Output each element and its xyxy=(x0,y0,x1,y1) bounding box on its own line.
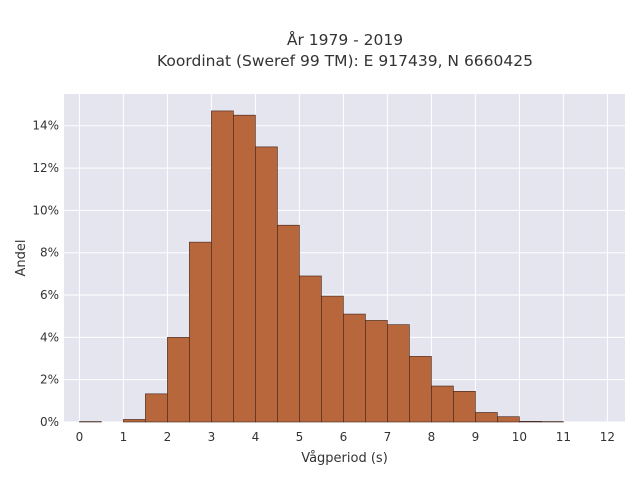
histogram-bar-6 xyxy=(211,110,234,423)
histogram-bar-19 xyxy=(497,416,520,423)
histogram-bar-9 xyxy=(277,224,300,423)
bars-layer xyxy=(79,110,564,423)
y-axis-label: Andel xyxy=(14,240,29,277)
y-tick-label-0: 0% xyxy=(40,415,59,429)
x-axis-ticks: 0 1 2 3 4 5 6 7 8 9 10 11 12 xyxy=(76,430,615,444)
histogram-bar-8 xyxy=(255,146,278,423)
x-tick-label-7: 7 xyxy=(384,430,392,444)
y-tick-label-2: 4% xyxy=(40,330,59,344)
histogram-bar-15 xyxy=(409,356,432,423)
x-tick-label-2: 2 xyxy=(164,430,172,444)
x-tick-label-11: 11 xyxy=(556,430,571,444)
x-tick-label-4: 4 xyxy=(252,430,260,444)
histogram-bar-16 xyxy=(431,385,454,423)
y-tick-label-5: 10% xyxy=(32,203,59,217)
x-tick-label-8: 8 xyxy=(428,430,436,444)
histogram-bar-2 xyxy=(123,419,146,423)
x-tick-label-1: 1 xyxy=(120,430,128,444)
histogram-bar-20 xyxy=(519,421,542,423)
x-tick-label-12: 12 xyxy=(600,430,615,444)
y-tick-label-3: 6% xyxy=(40,288,59,302)
y-tick-label-6: 12% xyxy=(32,161,59,175)
histogram-bar-18 xyxy=(475,412,498,423)
histogram-bar-3 xyxy=(145,393,168,423)
histogram-bar-10 xyxy=(299,275,322,423)
y-tick-label-1: 2% xyxy=(40,373,59,387)
chart-title-line-1: År 1979 - 2019 xyxy=(287,30,403,49)
histogram-bar-12 xyxy=(343,313,366,423)
histogram-bar-4 xyxy=(167,337,190,423)
histogram-bar-11 xyxy=(321,295,344,423)
x-tick-label-0: 0 xyxy=(76,430,84,444)
x-tick-label-6: 6 xyxy=(340,430,348,444)
histogram-bar-5 xyxy=(189,241,212,423)
histogram-bar-17 xyxy=(453,391,476,423)
y-axis-ticks: 0% 2% 4% 6% 8% 10% 12% 14% xyxy=(32,119,59,429)
x-tick-label-10: 10 xyxy=(512,430,527,444)
y-tick-label-7: 14% xyxy=(32,119,59,133)
x-tick-label-3: 3 xyxy=(208,430,216,444)
histogram-bar-14 xyxy=(387,324,410,423)
chart-title-line-2: Koordinat (Sweref 99 TM): E 917439, N 66… xyxy=(157,52,533,70)
x-tick-label-9: 9 xyxy=(472,430,480,444)
histogram-bar-13 xyxy=(365,320,388,423)
x-tick-label-5: 5 xyxy=(296,430,304,444)
x-axis-label: Vågperiod (s) xyxy=(301,451,388,466)
y-tick-label-4: 8% xyxy=(40,246,59,260)
histogram-bar-7 xyxy=(233,114,256,423)
